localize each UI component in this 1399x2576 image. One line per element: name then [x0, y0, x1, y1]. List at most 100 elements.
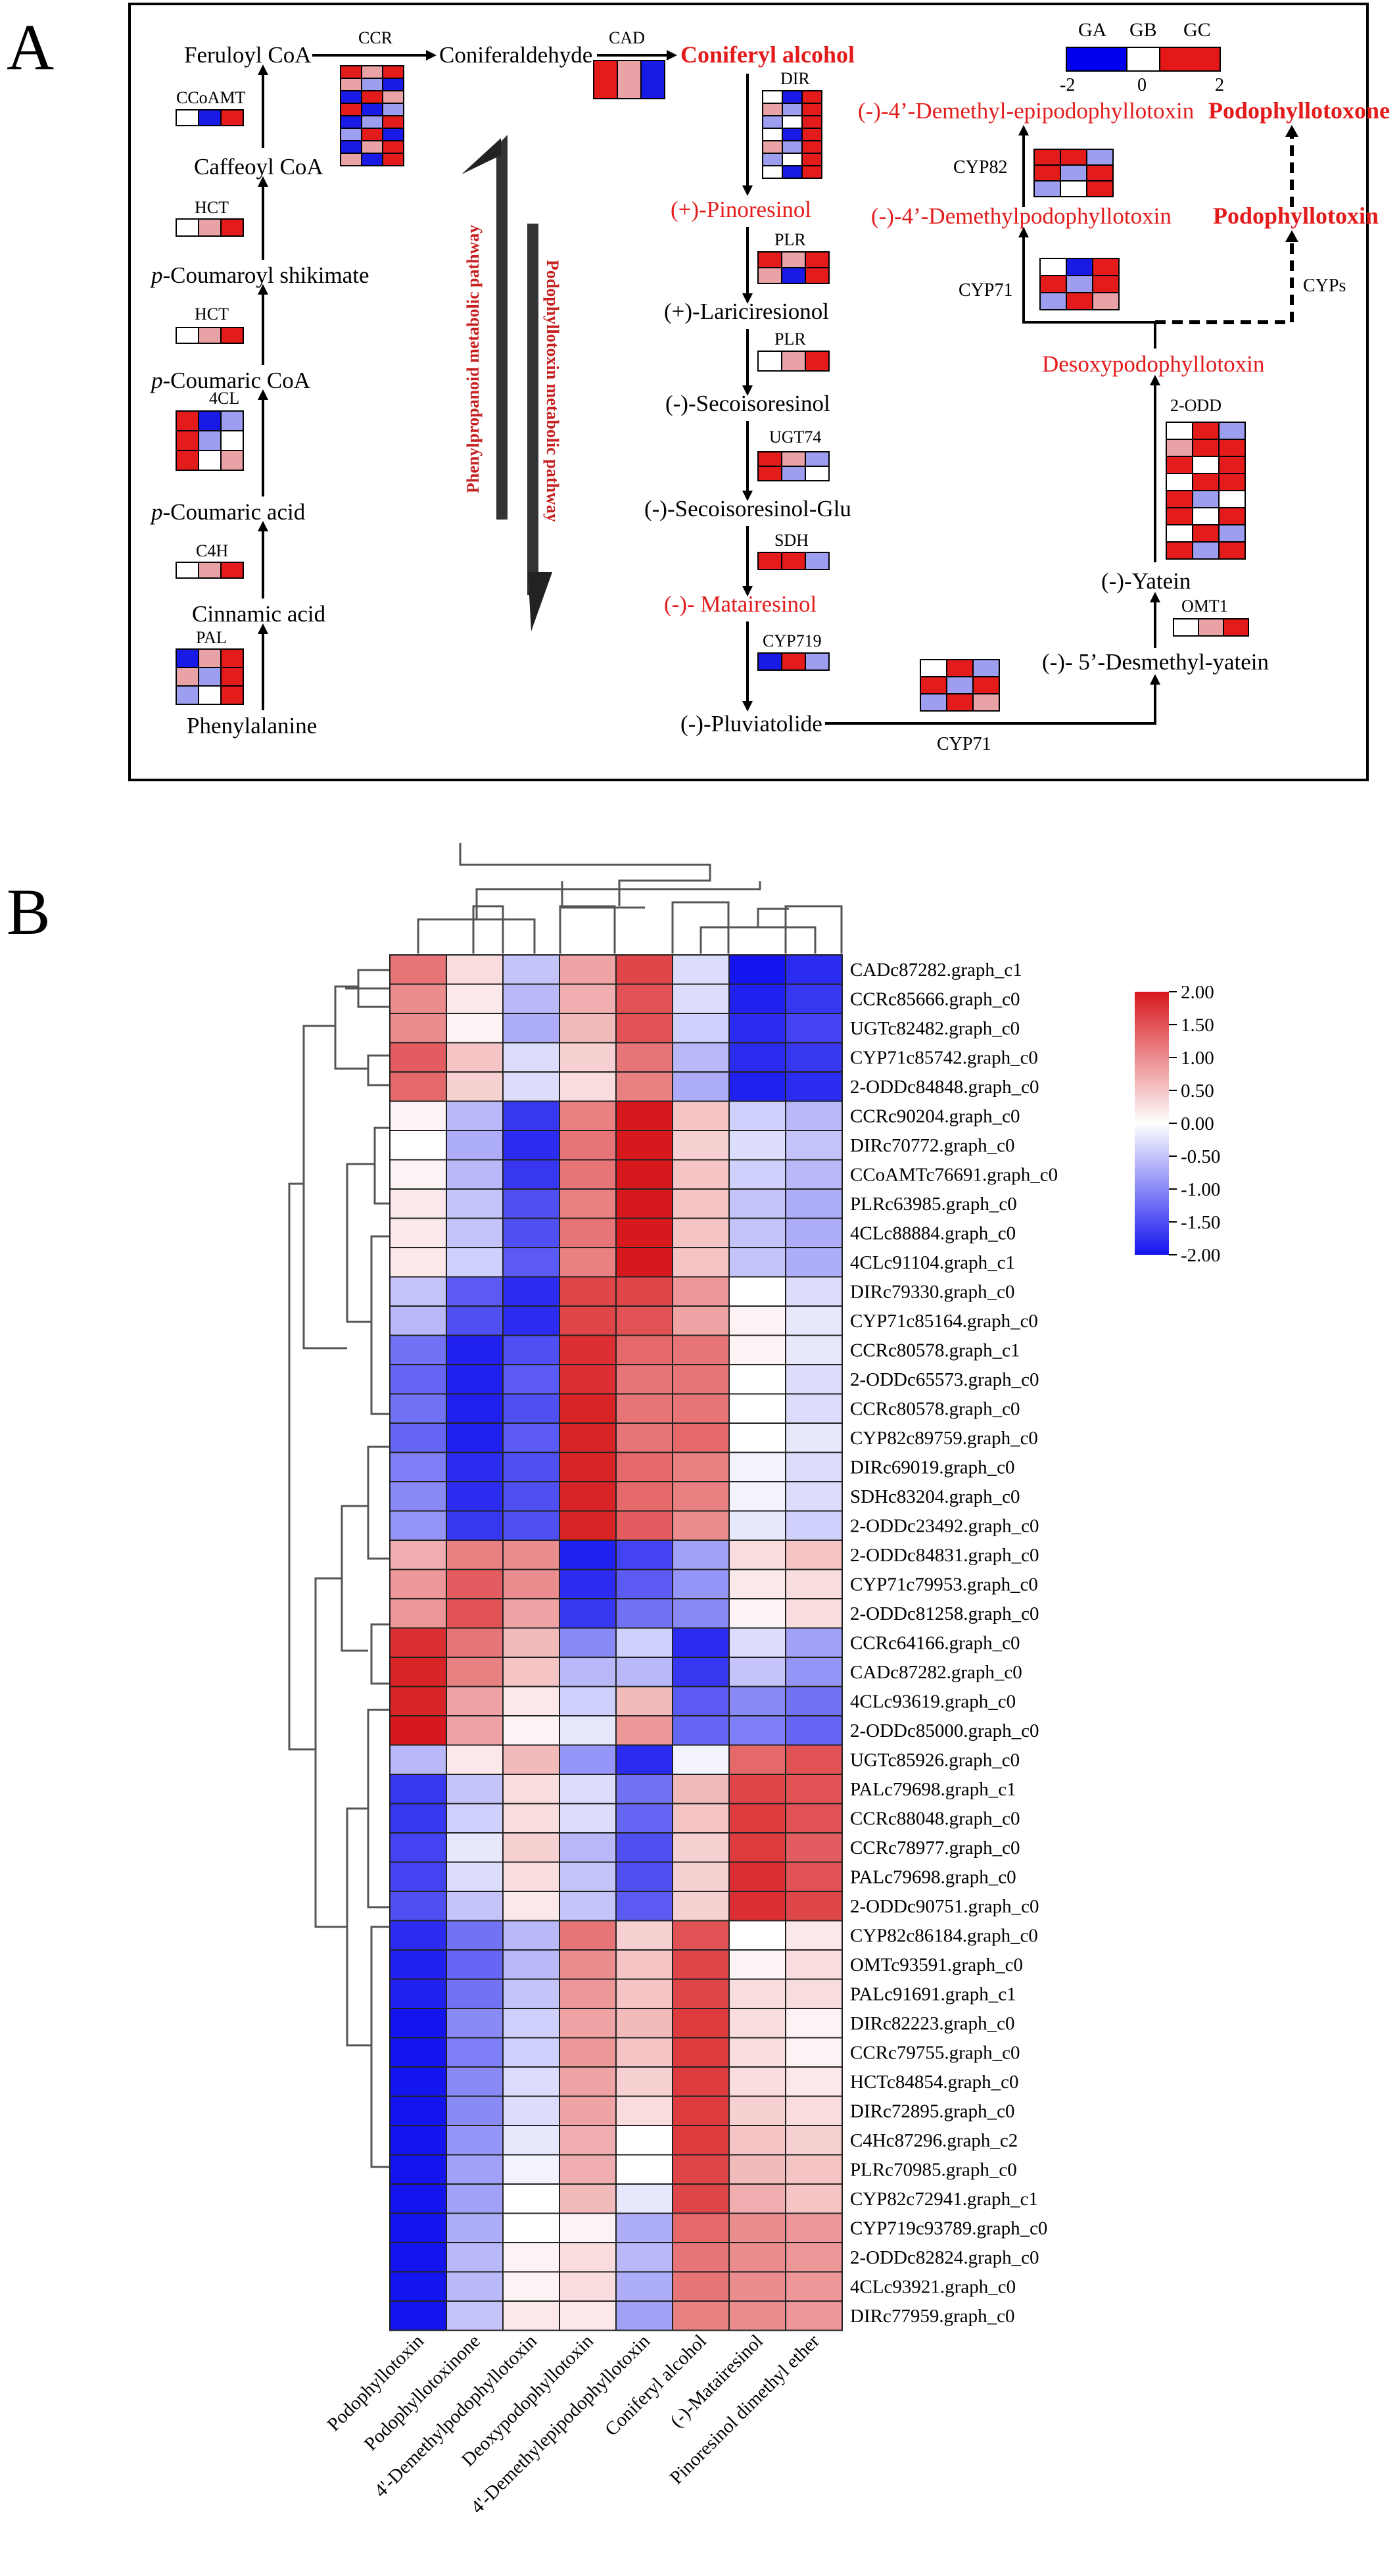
enzyme-heatmap-cell [198, 450, 222, 471]
heatmap-cell [615, 1803, 673, 1834]
enzyme-heatmap-omt1 [1173, 618, 1249, 637]
row-label: 2-ODDc84848.graph_c0 [850, 1077, 1039, 1098]
enzyme-heatmap-cell [361, 140, 383, 154]
row-label: DIRc79330.graph_c0 [850, 1282, 1014, 1303]
heatmap-cell [389, 1130, 447, 1161]
heatmap-cell [728, 2212, 786, 2243]
enzyme-heatmap-cell [382, 90, 404, 104]
heatmap-cell [389, 1334, 447, 1365]
enzyme-heatmap-cell [1066, 275, 1093, 293]
enzyme-heatmap-cell [382, 153, 404, 166]
heatmap-cell [559, 2300, 617, 2331]
heatmap-cell [446, 954, 504, 985]
heatmap-cell [672, 2037, 730, 2068]
heatmap-cell [615, 2037, 673, 2068]
heatmap-cell [672, 1276, 730, 1307]
heatmap-cell [446, 2008, 504, 2039]
heatmap-cell [446, 1598, 504, 1629]
heatmap-cell [389, 2037, 447, 2068]
enzyme-heatmap-cell [782, 140, 803, 154]
heatmap-cell [785, 1949, 843, 1980]
heatmap-cell [559, 2271, 617, 2302]
heatmap-cell [728, 1100, 786, 1131]
heatmap-cell [672, 1481, 730, 1512]
row-label: CYP71c85742.graph_c0 [850, 1048, 1038, 1069]
heatmap-cell [728, 2271, 786, 2302]
heatmap-cell [785, 1481, 843, 1512]
enzyme-heatmap-cell [782, 165, 803, 179]
heatmap-cell [389, 1276, 447, 1307]
heatmap-cell [785, 1715, 843, 1746]
enzyme-heatmap-cell [805, 351, 830, 372]
enzyme-heatmap-cell [1066, 292, 1093, 310]
enzyme-heatmap-cell [176, 562, 199, 579]
row-label: CADc87282.graph_c1 [850, 960, 1022, 981]
heatmap-cell [389, 954, 447, 985]
enzyme-heatmap-cell [920, 693, 947, 712]
heatmap-cell [785, 1188, 843, 1219]
podophyllotoxin-pathway-label: Podophyllotoxin metabolic pathway [543, 260, 562, 522]
heatmap-cell [615, 1100, 673, 1131]
enzyme-heatmap-cell [757, 251, 782, 268]
enzyme-heatmap-cell [1192, 524, 1220, 543]
heatmap-cell [502, 2271, 560, 2302]
heatmap-cell [728, 1451, 786, 1482]
enzyme-heatmap-cell [1218, 456, 1246, 474]
podophyllotoxin-direction-arrow [527, 224, 538, 595]
enzyme-heatmap-cell [757, 267, 782, 284]
compound-matairesinol: (-)- Matairesinol [664, 591, 817, 617]
heatmap-cell [785, 1568, 843, 1599]
enzyme-heatmap-cell [1192, 541, 1220, 560]
heatmap-cell [502, 1598, 560, 1629]
heatmap-cell [672, 2066, 730, 2097]
heatmap-cell [615, 2008, 673, 2039]
enzyme-heatmap-cell [593, 60, 618, 99]
row-label: CYP82c86184.graph_c0 [850, 1926, 1038, 1947]
heatmap-cell [446, 2271, 504, 2302]
heatmap-cell [615, 1393, 673, 1424]
heatmap-cell [785, 2183, 843, 2214]
enzyme-heatmap-cell [1060, 180, 1087, 197]
heatmap-cell [785, 1130, 843, 1161]
heatmap-cell [502, 1715, 560, 1746]
enzyme-heatmap-plr-1 [757, 251, 830, 284]
heatmap-cell [502, 1451, 560, 1482]
heatmap-cell [502, 2242, 560, 2273]
heatmap-cell [559, 1334, 617, 1365]
heatmap-cell [446, 2154, 504, 2185]
enzyme-label-cyp71-bottom: CYP71 [937, 734, 991, 754]
heatmap-cell [502, 2183, 560, 2214]
heatmap-cell [615, 1744, 673, 1775]
heatmap-cell [615, 2066, 673, 2097]
colorbar-tick-label: 1.50 [1181, 1015, 1214, 1036]
heatmap-cell [672, 2154, 730, 2185]
enzyme-heatmap-cell [946, 693, 974, 712]
heatmap-cell [785, 1159, 843, 1190]
heatmap-cell [502, 2095, 560, 2126]
heatmap-cell [446, 1130, 504, 1161]
heatmap-cell [446, 1920, 504, 1951]
heatmap-cell [672, 1832, 730, 1863]
heatmap-cell [559, 1510, 617, 1541]
heatmap-cell [559, 1744, 617, 1775]
heatmap-cell [615, 1568, 673, 1599]
enzyme-heatmap-cell [1218, 507, 1246, 525]
heatmap-cell [615, 2212, 673, 2243]
heatmap-cell [785, 1334, 843, 1365]
row-label: 2-ODDc65573.graph_c0 [850, 1369, 1039, 1390]
enzyme-heatmap-cell [781, 466, 806, 481]
enzyme-label-plr-1: PLR [774, 230, 806, 249]
heatmap-cell [502, 1978, 560, 2009]
row-label: PALc91691.graph_c1 [850, 1984, 1016, 2005]
heatmap-cell [672, 1891, 730, 1922]
heatmap-cell [446, 1627, 504, 1658]
enzyme-heatmap-hct-2 [176, 327, 244, 344]
arrow-pluviatolide-to-desmethyl-yatein [825, 681, 1156, 725]
heatmap-cell [785, 2066, 843, 2097]
heatmap-cell [389, 1481, 447, 1512]
enzyme-heatmap-cell [801, 165, 822, 179]
heatmap-cell [559, 1013, 617, 1044]
enzyme-label-dir: DIR [780, 69, 810, 88]
enzyme-heatmap-cell [757, 652, 782, 671]
enzyme-heatmap-cell [801, 103, 822, 116]
